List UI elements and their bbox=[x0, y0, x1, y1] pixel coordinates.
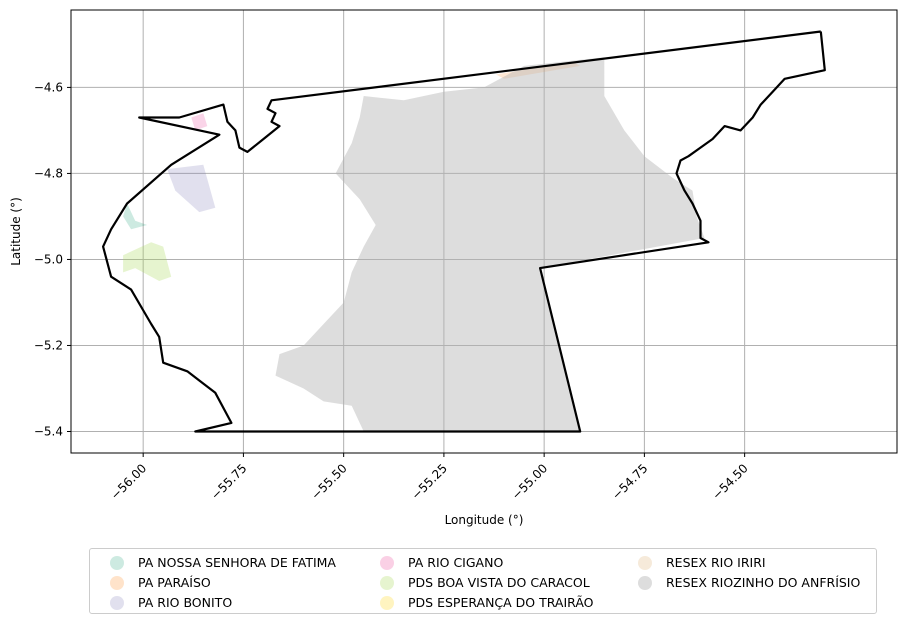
legend-swatch bbox=[110, 595, 124, 610]
legend-label: RESEX RIO IRIRI bbox=[666, 555, 766, 570]
legend-label: PA RIO BONITO bbox=[138, 595, 233, 610]
legend: PA NOSSA SENHORA DE FATIMA PA PARAÍSO PA R… bbox=[89, 548, 877, 614]
protected-areas bbox=[123, 57, 705, 432]
legend-swatch bbox=[638, 575, 652, 590]
area-resex-riozinho-do-anfr-sio bbox=[275, 57, 705, 432]
legend-label: PA PARAÍSO bbox=[138, 575, 211, 590]
y-tick-label: −4.8 bbox=[34, 166, 63, 180]
legend-item: RESEX RIO IRIRI bbox=[638, 555, 766, 570]
legend-item: PA PARAÍSO bbox=[110, 575, 211, 590]
x-tick-label: −55.50 bbox=[308, 461, 349, 502]
x-tick-label: −56.00 bbox=[108, 461, 149, 502]
legend-swatch bbox=[110, 555, 124, 570]
area-pa-rio-cigano bbox=[191, 113, 208, 131]
legend-item: PA RIO CIGANO bbox=[380, 555, 503, 570]
y-tick-label: −4.6 bbox=[34, 80, 63, 94]
area-pds-boa-vista-do-caracol bbox=[123, 242, 172, 281]
municipal-boundary bbox=[101, 30, 826, 433]
legend-swatch bbox=[380, 555, 394, 570]
x-tick-label: −54.50 bbox=[709, 461, 750, 502]
x-axis-title: Longitude (°) bbox=[445, 513, 524, 527]
legend-item: RESEX RIOZINHO DO ANFRÍSIO bbox=[638, 575, 860, 590]
x-tick-label: −55.75 bbox=[208, 461, 249, 502]
legend-label: RESEX RIOZINHO DO ANFRÍSIO bbox=[666, 575, 861, 590]
y-tick-label: −5.0 bbox=[34, 252, 63, 266]
legend-item: PDS BOA VISTA DO CARACOL bbox=[380, 575, 590, 590]
area-pa-para-so bbox=[496, 61, 581, 79]
legend-label: PA NOSSA SENHORA DE FATIMA bbox=[138, 555, 336, 570]
area-pa-nossa-senhora-de-fatima bbox=[123, 203, 148, 230]
x-tick-label: −54.75 bbox=[609, 461, 650, 502]
x-tick-label: −55.00 bbox=[509, 461, 550, 502]
area-pa-rio-bonito bbox=[167, 164, 216, 213]
y-axis-title: Latitude (°) bbox=[9, 197, 23, 266]
legend-swatch bbox=[380, 575, 394, 590]
legend-label: PA RIO CIGANO bbox=[408, 555, 504, 570]
x-tick-label: −55.25 bbox=[409, 461, 450, 502]
legend-item: PA RIO BONITO bbox=[110, 595, 232, 610]
y-tick-label: −5.4 bbox=[34, 424, 63, 438]
legend-swatch bbox=[110, 575, 124, 590]
y-tick-label: −5.2 bbox=[34, 338, 63, 352]
legend-swatch bbox=[380, 595, 394, 610]
legend-item: PDS ESPERANÇA DO TRAIRÃO bbox=[380, 595, 594, 610]
plot-frame bbox=[70, 9, 898, 454]
legend-label: PDS BOA VISTA DO CARACOL bbox=[408, 575, 590, 590]
boundary-outline bbox=[101, 30, 826, 433]
legend-item: PA NOSSA SENHORA DE FATIMA bbox=[110, 555, 336, 570]
legend-swatch bbox=[638, 555, 652, 570]
legend-label: PDS ESPERANÇA DO TRAIRÃO bbox=[408, 595, 594, 610]
